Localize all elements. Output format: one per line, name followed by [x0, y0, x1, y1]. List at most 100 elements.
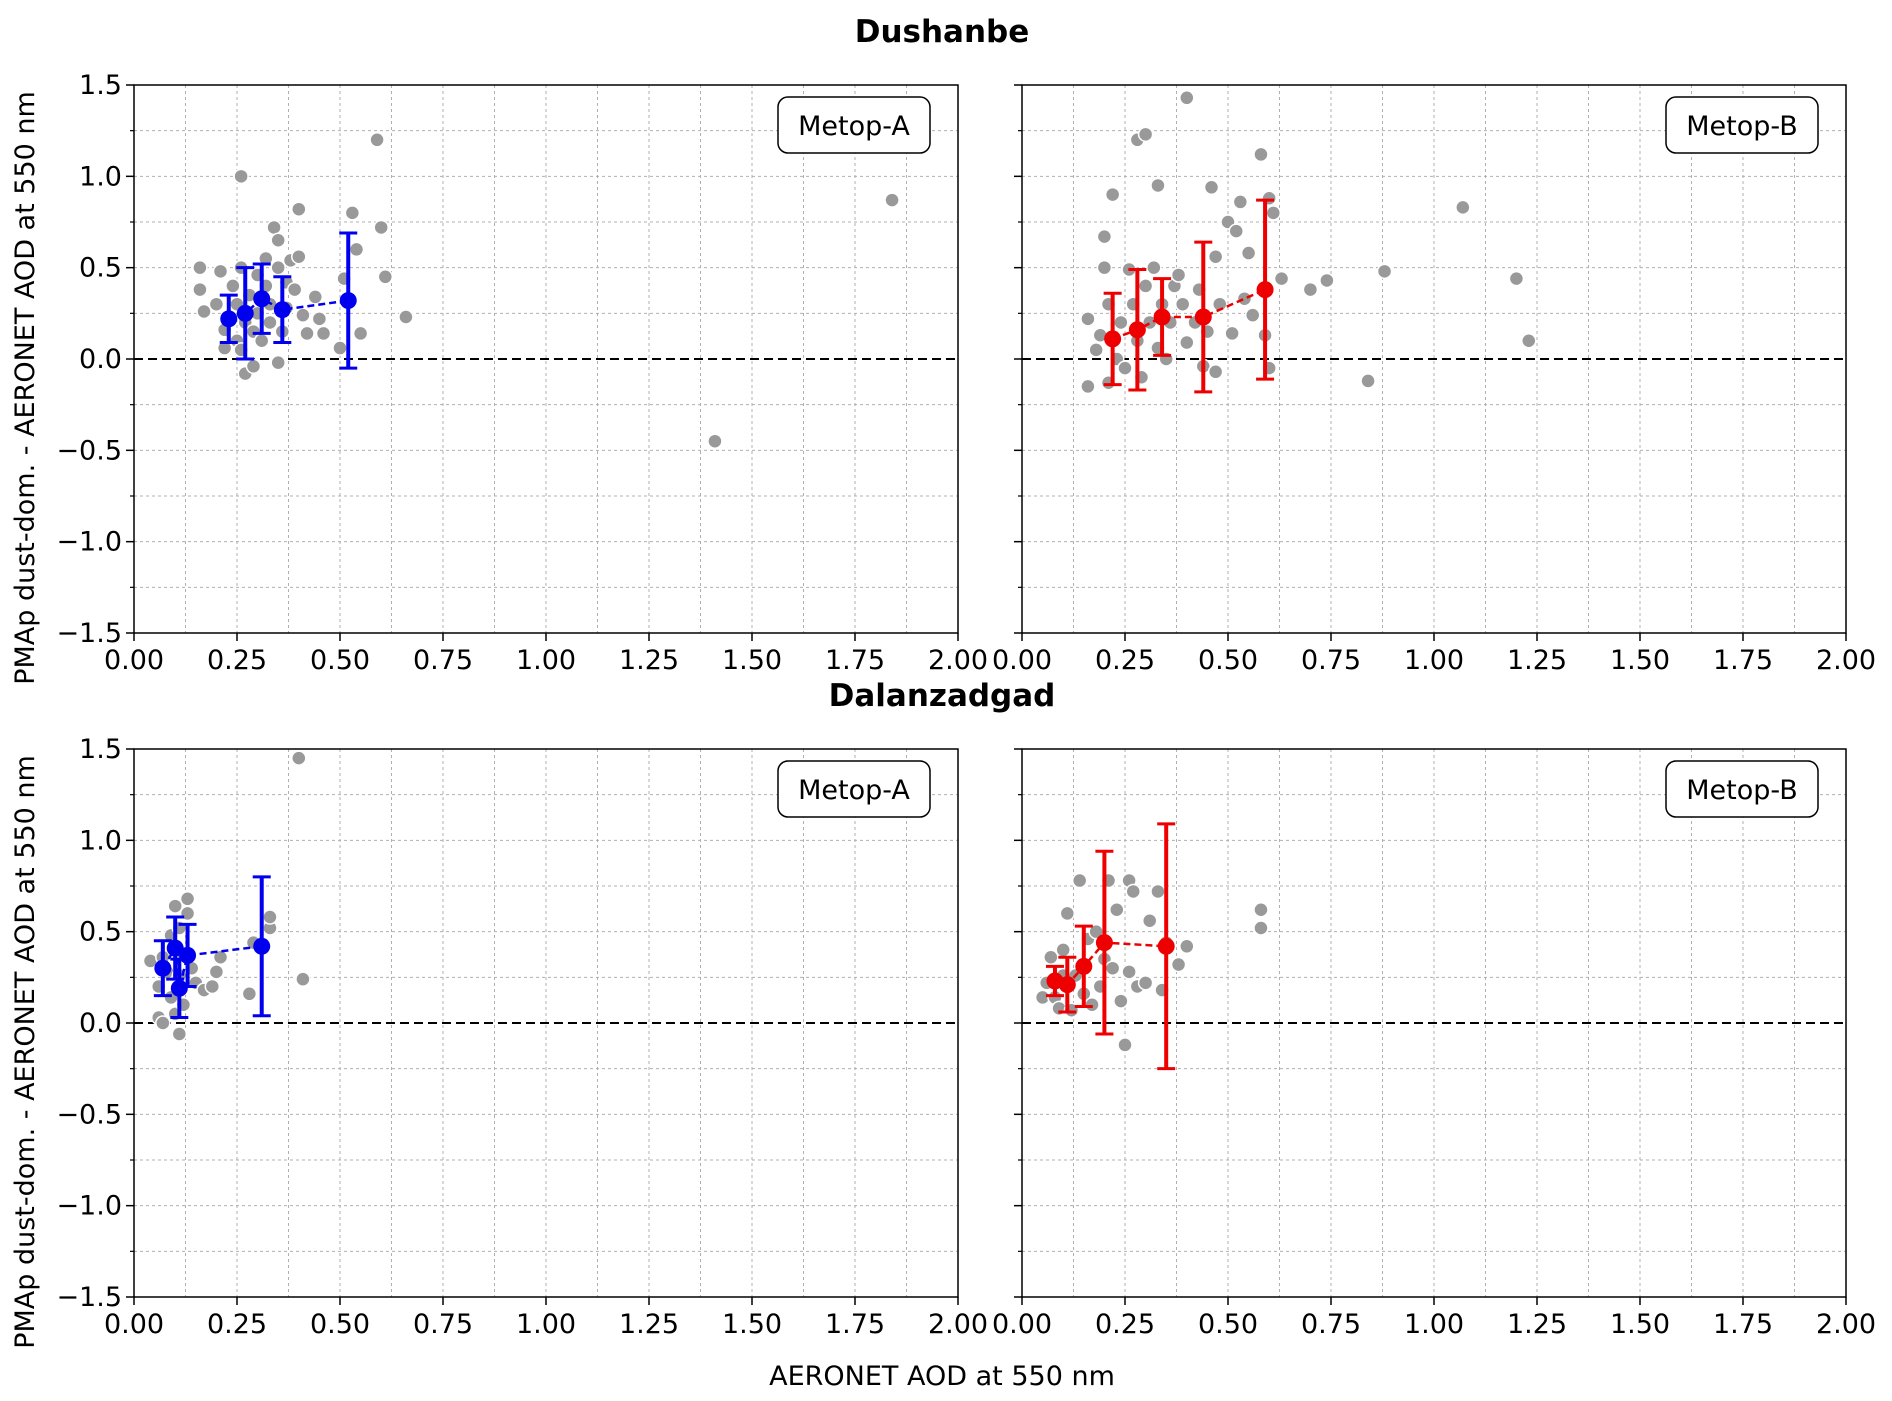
x-tick-label: 0.50 [1198, 645, 1258, 676]
x-tick-label: 1.25 [1507, 1309, 1567, 1340]
scatter-point [1137, 975, 1154, 991]
scatter-point [225, 278, 241, 294]
scatter-point [1084, 996, 1100, 1013]
x-tick-label: 1.50 [722, 645, 782, 676]
x-tick-label: 1.75 [1713, 1309, 1773, 1340]
scatter-point [241, 986, 258, 1002]
scatter-point [286, 281, 303, 298]
grid [1022, 85, 1846, 633]
scatter-point [1179, 334, 1195, 351]
x-tick-label: 0.75 [413, 645, 473, 676]
scatter-point [208, 964, 225, 980]
scatter-point [1080, 378, 1096, 395]
scatter-point [1253, 901, 1269, 918]
y-tick-label: 0.0 [79, 1008, 122, 1039]
x-tick-label: 0.50 [1198, 1309, 1258, 1340]
scatter-point [369, 132, 385, 148]
scatter-point [307, 289, 324, 305]
scatter-point [1455, 199, 1471, 216]
x-tick-label: 1.25 [619, 645, 679, 676]
scatter-point [1273, 270, 1290, 287]
scatter-point [1207, 248, 1224, 265]
legend-box [777, 96, 931, 154]
scatter-point [1055, 942, 1071, 958]
scatter-point [1113, 993, 1129, 1009]
x-tick-label: 0.50 [310, 645, 370, 676]
scatter-point [1113, 314, 1129, 331]
scatter-point [262, 314, 278, 331]
scatter-point [1071, 872, 1088, 889]
scatter-point [1228, 223, 1244, 239]
x-tick-label: 2.00 [1816, 1309, 1876, 1340]
binned-mean-marker [1075, 957, 1093, 975]
scatter-point [1117, 1037, 1133, 1053]
x-tick-label: 0.25 [1095, 645, 1155, 676]
x-tick-label: 1.75 [825, 1309, 885, 1340]
scatter-point [245, 358, 262, 375]
binned-mean-marker [273, 301, 291, 319]
x-tick-label: 1.00 [1404, 1309, 1464, 1340]
scatter-point [1096, 259, 1113, 276]
scatter-point [1080, 311, 1096, 327]
scatter-point [1137, 126, 1154, 143]
scatter-point [171, 1026, 188, 1042]
scatter-point [192, 281, 208, 298]
binned-mean-marker [236, 304, 254, 322]
binned-mean-line [1112, 288, 1266, 341]
binned-mean-marker [1194, 308, 1212, 326]
panel-dushanbe-metop-b: 0.00 0.25 0.50 0.75 1.00 1.25 1.50 1.75 2.00 Meto… [992, 84, 1876, 676]
scatter-point [155, 1015, 171, 1031]
scatter-point [295, 307, 311, 323]
scatter-point [1104, 186, 1121, 203]
scatter-point [1253, 920, 1269, 936]
y-tick-label: −0.5 [56, 435, 122, 466]
binned-mean-marker [1157, 937, 1175, 955]
scatter-point [270, 259, 286, 276]
scatter-point [1088, 342, 1104, 358]
scatter-point [192, 259, 208, 276]
scatter-point [270, 232, 286, 249]
scatter-point [1240, 245, 1257, 261]
binned-mean-marker [1095, 934, 1113, 952]
scatter-point [1224, 325, 1240, 342]
scatter-point [1212, 296, 1228, 312]
y-tick-label: 1.0 [79, 825, 122, 856]
scatter-point [1244, 307, 1261, 323]
x-tick-label: 0.00 [992, 645, 1052, 676]
scatter-point [1170, 267, 1187, 283]
scatter-point [1508, 270, 1525, 287]
x-tick-label: 0.75 [1301, 1309, 1361, 1340]
x-tick-label: 2.00 [928, 645, 988, 676]
binned-mean-marker [1256, 281, 1274, 299]
panel-title: Metop-A [798, 111, 910, 142]
binned-mean-marker [253, 290, 271, 308]
binned-mean-marker [1128, 321, 1146, 339]
scatter-point [884, 192, 900, 208]
scatter-point [398, 309, 414, 325]
scatter-point [344, 205, 361, 221]
x-axis-label: AERONET AOD at 550 nm [769, 1361, 1115, 1392]
scatter-point [266, 219, 282, 236]
scatter-point [1137, 278, 1154, 294]
scatter-point [212, 949, 229, 965]
scatter-point [299, 325, 315, 342]
panel-dalanzadgad-metop-a: 0.00 0.25 0.50 0.75 1.00 1.25 1.50 1.75 2.00 1.5 1… [56, 734, 988, 1340]
scatter-point [253, 332, 270, 349]
legend-box [1665, 760, 1819, 818]
scatter-point [179, 891, 196, 907]
scatter-point [258, 250, 274, 267]
binned-mean-marker [220, 310, 238, 328]
panel-title: Metop-A [798, 775, 910, 806]
scatter-point [204, 978, 221, 995]
scatter-point [1150, 883, 1166, 900]
scatter-point [1174, 296, 1191, 312]
scatter-point [1170, 956, 1187, 973]
scatter-point [233, 168, 249, 185]
scatter-point [291, 201, 307, 217]
x-tick-label: 0.25 [1095, 1309, 1155, 1340]
y-axis-label-bottom: PMAp dust-dom. - AERONET AOD at 550 nm [10, 755, 41, 1349]
scatter-point [270, 354, 286, 371]
y-tick-label: 0.5 [79, 253, 122, 284]
scatter-point [1360, 373, 1376, 389]
